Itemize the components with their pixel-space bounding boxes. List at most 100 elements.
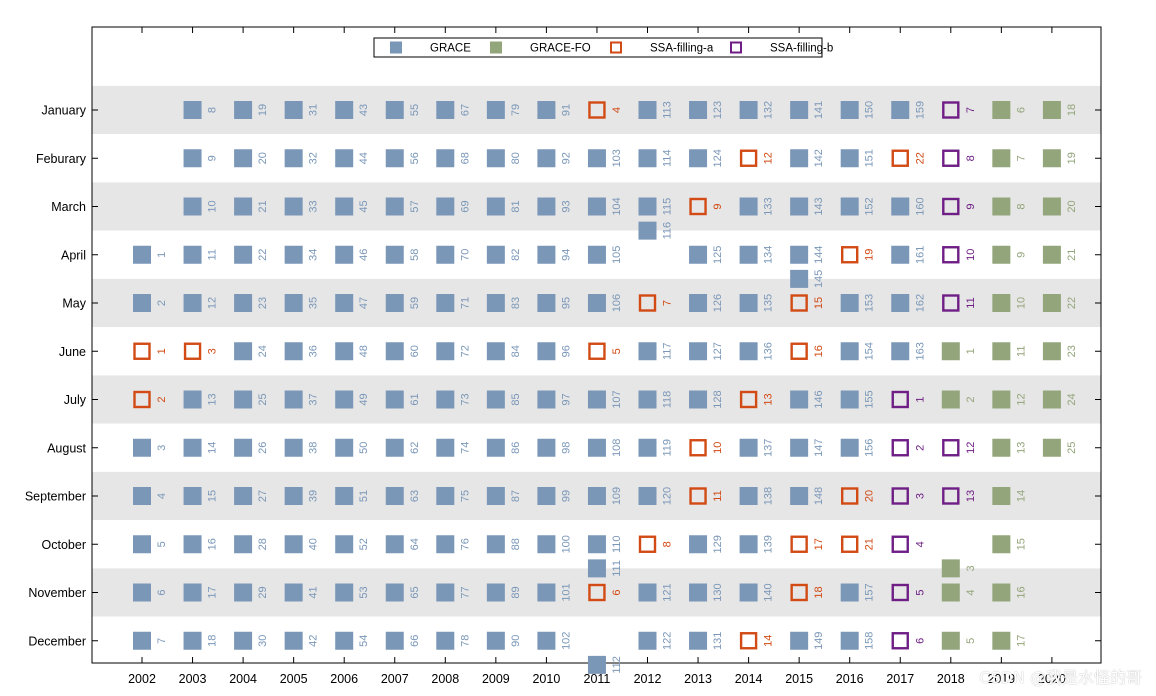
grace-data-label: 15 [207, 490, 219, 502]
ssa-filling-a-marker [841, 535, 859, 553]
grace-data-label: 8 [207, 107, 219, 113]
grace-marker [689, 245, 708, 264]
grace-marker [486, 197, 505, 216]
grace-data-label: 55 [409, 104, 421, 116]
ssa-filling-a-data-label: 10 [712, 442, 724, 454]
grace-data-label: 24 [257, 345, 269, 357]
ssa-filling-b-data-label: 12 [965, 442, 977, 454]
grace-data-label: 67 [459, 104, 471, 116]
grace-marker [183, 390, 202, 409]
grace-marker [689, 631, 708, 650]
grace-marker [587, 559, 606, 578]
grace-marker [234, 390, 253, 409]
grace-marker [183, 149, 202, 168]
ssa-filling-a-marker [133, 342, 151, 360]
grace-marker [284, 583, 303, 602]
grace-data-label: 72 [459, 345, 471, 357]
grace-marker [436, 631, 455, 650]
grace-marker [436, 390, 455, 409]
row-bands [92, 85, 1101, 665]
grace-fo-marker [1042, 438, 1061, 457]
grace-fo-data-label: 25 [1066, 442, 1078, 454]
grace-marker [183, 631, 202, 650]
grace-marker [891, 342, 910, 361]
grace-data-label: 123 [712, 101, 724, 119]
grace-marker [739, 197, 758, 216]
grace-fo-data-label: 11 [1015, 346, 1027, 357]
grace-data-label: 111 [611, 560, 623, 577]
ssa-filling-a-marker [891, 149, 909, 167]
grace-marker [284, 342, 303, 361]
grace-fo-data-label: 3 [965, 565, 977, 571]
grace-marker [234, 294, 253, 312]
data-marks: 1234567891011121314151617181920212223242… [133, 101, 1078, 674]
grace-marker [133, 245, 151, 264]
grace-marker [739, 342, 758, 361]
ssa-filling-b-data-label: 2 [914, 445, 926, 451]
grace-data-label: 153 [864, 294, 876, 312]
grace-data-label: 46 [358, 249, 370, 261]
grace-data-label: 10 [207, 200, 219, 212]
grace-data-label: 40 [308, 538, 320, 550]
ssa-filling-a-marker [689, 439, 707, 457]
grace-data-label: 41 [308, 586, 320, 598]
ssa-filling-a-data-label: 12 [763, 152, 775, 164]
grace-data-label: 159 [914, 101, 926, 119]
ssa-filling-a-data-label: 15 [813, 297, 825, 309]
grace-data-label: 86 [510, 442, 522, 454]
grace-marker [486, 101, 505, 119]
ssa-filling-a-marker [588, 342, 606, 360]
grace-marker [638, 197, 657, 216]
grace-data-label: 137 [763, 439, 775, 457]
ssa-filling-a-marker [790, 535, 808, 553]
grace-data-label: 6 [156, 589, 168, 595]
grace-marker [133, 535, 151, 554]
grace-data-label: 105 [611, 246, 623, 264]
grace-marker [689, 390, 708, 409]
grace-marker [133, 438, 151, 457]
grace-marker [234, 245, 253, 264]
ssa-filling-a-data-label: 22 [914, 152, 926, 164]
ssa-filling-b-marker [942, 246, 960, 264]
grace-data-label: 89 [510, 586, 522, 598]
grace-data-label: 9 [207, 155, 219, 161]
grace-marker [335, 390, 354, 409]
ssa-filling-a-data-label: 20 [864, 490, 876, 502]
grace-fo-data-label: 4 [965, 589, 977, 595]
grace-marker [739, 101, 758, 119]
grace-data-label: 84 [510, 345, 522, 357]
grace-data-label: 131 [712, 632, 724, 650]
grace-fo-data-label: 1 [965, 348, 977, 354]
grace-data-label: 125 [712, 246, 724, 264]
grace-fo-data-label: 22 [1066, 297, 1078, 309]
grace-marker [486, 487, 505, 505]
grace-data-label: 140 [763, 583, 775, 601]
grace-data-label: 103 [611, 149, 623, 167]
grace-marker [284, 535, 303, 554]
grace-fo-marker [992, 245, 1011, 264]
grace-data-label: 60 [409, 345, 421, 357]
grace-marker [739, 535, 758, 554]
ssa-filling-b-data-label: 8 [965, 155, 977, 161]
grace-data-label: 147 [813, 439, 825, 457]
grace-marker [840, 583, 859, 602]
grace-fo-marker [992, 342, 1011, 361]
grace-fo-marker [1042, 101, 1061, 119]
grace-marker [638, 487, 657, 505]
grace-marker [234, 583, 253, 602]
grace-marker [436, 438, 455, 457]
grace-data-label: 57 [409, 200, 421, 212]
grace-marker [133, 631, 151, 650]
grace-fo-marker [992, 438, 1011, 457]
grace-data-label: 136 [763, 342, 775, 360]
grace-data-label: 146 [813, 390, 825, 408]
grace-data-label: 85 [510, 393, 522, 405]
grace-data-label: 28 [257, 538, 269, 550]
grace-marker [335, 583, 354, 602]
grace-data-label: 19 [257, 104, 269, 116]
x-tick-label: 2016 [836, 672, 864, 686]
ssa-filling-a-data-label: 21 [864, 538, 876, 550]
grace-marker [537, 197, 556, 216]
grace-data-label: 122 [662, 632, 674, 650]
grace-marker [587, 535, 606, 554]
